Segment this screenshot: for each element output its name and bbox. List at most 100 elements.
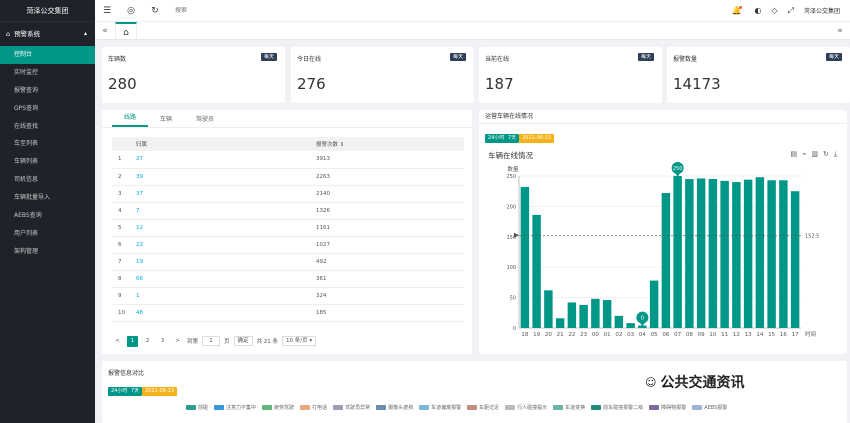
time-filter-pill[interactable]: 2021-06-13 xyxy=(142,387,178,396)
sidebar-item[interactable]: 车至列表 xyxy=(14,140,39,148)
route-link[interactable]: 37 xyxy=(130,185,310,203)
chart-title: 车辆在线情况 xyxy=(488,151,533,160)
legend-item[interactable]: 前车碰撞报警二级 xyxy=(591,404,643,411)
route-link[interactable]: 12 xyxy=(130,219,310,237)
sidebar-item[interactable]: 实时监控 xyxy=(14,68,39,76)
x-tick-label: 13 xyxy=(745,332,752,338)
route-link[interactable]: 19 xyxy=(130,253,310,272)
route-link[interactable]: 22 xyxy=(130,236,310,255)
sidebar-item[interactable]: 用户列表 xyxy=(14,229,39,237)
restore-icon[interactable]: ↻ xyxy=(823,150,829,158)
sidebar-item[interactable]: GPS查询 xyxy=(14,104,39,112)
tab-0[interactable]: 线路 xyxy=(112,112,149,127)
time-filter-pill[interactable]: 7天 xyxy=(505,134,520,143)
line-chart-icon[interactable]: ⌁ xyxy=(802,150,807,158)
tab-2[interactable]: 驾驶员 xyxy=(196,116,215,123)
legend-swatch xyxy=(300,405,311,410)
stat-title: 车辆数 xyxy=(108,56,127,63)
legend-label: 车道偏离报警 xyxy=(431,405,462,411)
alarm-count: 361 xyxy=(310,270,464,289)
sidebar-item[interactable]: 车辆批量导入 xyxy=(14,194,51,202)
time-filter-pill[interactable]: 24小时 xyxy=(108,387,131,396)
user-menu[interactable]: 菏泽公交集团 xyxy=(803,8,840,15)
refresh-icon[interactable]: ↻ xyxy=(151,5,159,16)
time-filter-pill[interactable]: 2021-06-13 xyxy=(519,134,555,143)
route-link[interactable]: 27 xyxy=(130,151,310,169)
sidebar-item[interactable]: 车辆列表 xyxy=(14,158,39,166)
bar-09 xyxy=(696,178,706,328)
row-index: 8 xyxy=(112,270,130,289)
page-size-select[interactable]: 10 条/页 ▾ xyxy=(282,336,317,346)
sidebar-item[interactable]: 报警查询 xyxy=(14,86,39,94)
bar-05 xyxy=(649,280,659,328)
page-3-button[interactable]: 3 xyxy=(160,337,165,344)
legend-item[interactable]: 打电话 xyxy=(300,404,327,411)
route-link[interactable]: 48 xyxy=(130,304,310,323)
legend-item[interactable]: 障碍物报警 xyxy=(649,404,686,411)
sidebar-item[interactable]: 控制台 xyxy=(0,46,95,64)
route-link[interactable]: 1 xyxy=(130,287,310,306)
legend-item[interactable]: 行人碰撞提示 xyxy=(505,404,547,411)
legend-swatch xyxy=(214,405,225,410)
row-index: 2 xyxy=(112,168,130,186)
route-link[interactable]: 39 xyxy=(130,168,310,186)
confirm-button[interactable]: 确定 xyxy=(233,336,253,346)
tab-next-icon[interactable]: » xyxy=(837,25,843,36)
alarm-compare-title: 报警信息对比 xyxy=(108,370,145,377)
tab-1[interactable]: 车辆 xyxy=(160,116,173,123)
legend-item[interactable]: AEBS报警 xyxy=(692,404,727,411)
sidebar: 菏泽公交集团 ⌂ 预警系统 ▴ 控制台 实时监控 报警查询 GPS查询 在线查找 车至列表… xyxy=(0,0,95,423)
bar-14 xyxy=(755,177,765,328)
page-1-button[interactable]: 1 xyxy=(127,335,138,347)
route-link[interactable]: 66 xyxy=(130,270,310,289)
alarm-count: 492 xyxy=(310,253,464,272)
menu-group-warning[interactable]: ⌂ 预警系统 ▴ xyxy=(0,22,95,46)
next-page-button[interactable]: > xyxy=(175,337,180,344)
theme-icon[interactable]: ◐ xyxy=(754,6,762,15)
time-filter-pill[interactable]: 24小时 xyxy=(485,134,508,143)
sidebar-item[interactable]: 司机信息 xyxy=(14,176,39,184)
legend-item[interactable]: 车道变换 xyxy=(553,404,585,411)
column-header-owner: 归属 xyxy=(130,137,310,151)
bar-03 xyxy=(626,323,635,328)
column-header-count[interactable]: 报警次数 ⇕ xyxy=(310,137,464,151)
page-input[interactable]: 1 xyxy=(202,336,221,346)
x-tick-label: 19 xyxy=(533,332,540,338)
fullscreen-icon[interactable]: ⤢ xyxy=(787,5,794,15)
tab-prev-icon[interactable]: « xyxy=(102,25,108,36)
search-input[interactable] xyxy=(175,7,295,14)
legend-item[interactable]: 前碰 xyxy=(186,404,208,411)
page-2-button[interactable]: 2 xyxy=(145,337,150,344)
chart-card-title: 运营车辆在线情况 xyxy=(479,110,847,124)
menu-toggle-icon[interactable]: ☰ xyxy=(102,5,112,16)
alarm-count: 185 xyxy=(310,304,464,323)
time-filter-pill[interactable]: 7天 xyxy=(128,387,143,396)
sort-icon[interactable]: ⇕ xyxy=(339,142,345,148)
data-view-icon[interactable]: ▤ xyxy=(790,150,798,158)
tag-icon[interactable]: ◇ xyxy=(771,6,778,15)
download-icon[interactable]: ⤓ xyxy=(833,150,837,158)
bar-chart-icon[interactable]: ▥ xyxy=(811,150,819,158)
tab-home[interactable]: ⌂ xyxy=(115,21,137,40)
legend-item[interactable]: 车距过近 xyxy=(467,404,499,411)
table-row: 8 66 361 xyxy=(112,270,464,289)
y-tick-label: 100 xyxy=(506,265,516,271)
table-row: 7 19 492 xyxy=(112,253,464,272)
bar-06 xyxy=(661,193,671,328)
website-icon[interactable]: ◎ xyxy=(127,5,135,16)
legend-item[interactable]: 摄像头遮挡 xyxy=(376,404,413,411)
bell-icon[interactable]: 🔔 xyxy=(731,6,743,15)
route-link[interactable]: 7 xyxy=(130,202,310,220)
sidebar-item[interactable]: 在线查找 xyxy=(14,122,39,130)
prev-page-button[interactable]: < xyxy=(115,337,120,344)
alarm-count: 3913 xyxy=(310,151,464,169)
sidebar-item[interactable]: AEBS查询 xyxy=(14,212,42,220)
legend-item[interactable]: 注意力不集中 xyxy=(214,404,256,411)
row-index: 3 xyxy=(112,185,130,203)
legend-item[interactable]: 疲劳驾驶 xyxy=(262,404,294,411)
column-header-index xyxy=(112,137,130,151)
topbar: ☰ ◎ ↻ 🔔 ◐ ◇ ⤢ 菏泽公交集团 xyxy=(95,0,850,22)
sidebar-item[interactable]: 架构管理 xyxy=(14,247,39,255)
legend-item[interactable]: 车道偏离报警 xyxy=(419,404,461,411)
legend-item[interactable]: 驾驶员异常 xyxy=(333,404,370,411)
